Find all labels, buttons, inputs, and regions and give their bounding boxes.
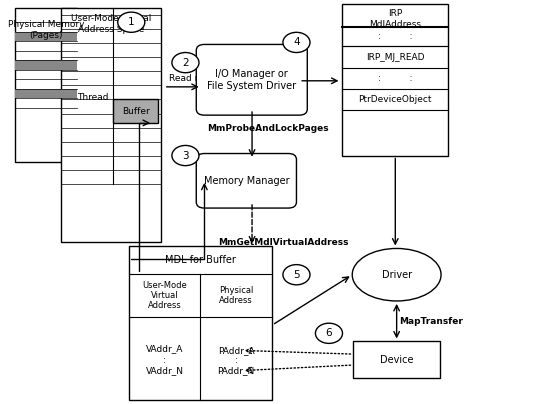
FancyBboxPatch shape [15,8,77,162]
FancyBboxPatch shape [61,8,161,242]
Text: Device: Device [380,355,413,364]
Text: PAddr_N: PAddr_N [218,366,255,375]
FancyBboxPatch shape [15,32,77,41]
Text: 2: 2 [182,58,189,67]
Text: 4: 4 [293,38,300,47]
Text: 5: 5 [293,270,300,280]
Circle shape [315,323,343,343]
Text: Physical Memory
(Pages): Physical Memory (Pages) [8,20,84,40]
Text: VAddr_A: VAddr_A [146,344,183,353]
Circle shape [172,53,199,73]
Circle shape [283,32,310,53]
Text: IRP_MJ_READ: IRP_MJ_READ [366,53,425,61]
Text: :: : [235,356,237,365]
Circle shape [172,145,199,166]
Text: Driver: Driver [382,270,412,280]
Text: PtrDeviceObject: PtrDeviceObject [359,95,432,104]
Text: IRP
MdlAddress: IRP MdlAddress [369,9,422,29]
Text: Memory Manager: Memory Manager [203,176,289,186]
Text: 3: 3 [182,151,189,160]
Text: 1: 1 [128,17,134,27]
Text: User-Mode Virtual
Address Space: User-Mode Virtual Address Space [71,14,151,34]
Text: MDL for Buffer: MDL for Buffer [165,255,236,265]
Text: VAddr_N: VAddr_N [145,366,183,375]
Text: Read request: Read request [169,74,229,83]
FancyBboxPatch shape [128,246,272,400]
Text: User-Mode
Virtual
Address: User-Mode Virtual Address [142,281,187,310]
Text: MapTransfer: MapTransfer [399,317,463,326]
FancyBboxPatch shape [15,60,77,70]
Text: Thread: Thread [77,93,109,102]
Text: :          :: : : [378,74,413,83]
Text: Buffer: Buffer [122,107,149,116]
FancyBboxPatch shape [343,4,448,156]
FancyBboxPatch shape [353,341,440,378]
Text: Physical
Address: Physical Address [219,286,253,305]
Circle shape [283,265,310,285]
Text: MmGetMdlVirtualAddress: MmGetMdlVirtualAddress [218,238,348,247]
Ellipse shape [352,248,441,301]
FancyBboxPatch shape [113,99,158,123]
Text: PAddr_A: PAddr_A [218,346,255,355]
Text: I/O Manager or
File System Driver: I/O Manager or File System Driver [207,69,296,90]
Text: MmProbeAndLockPages: MmProbeAndLockPages [207,124,329,133]
Text: :          :: : : [378,32,413,41]
FancyBboxPatch shape [196,44,307,115]
FancyBboxPatch shape [201,317,272,400]
Text: 6: 6 [326,328,332,338]
FancyBboxPatch shape [196,154,296,208]
Circle shape [118,12,145,32]
Text: :: : [163,356,166,365]
FancyBboxPatch shape [15,89,77,98]
